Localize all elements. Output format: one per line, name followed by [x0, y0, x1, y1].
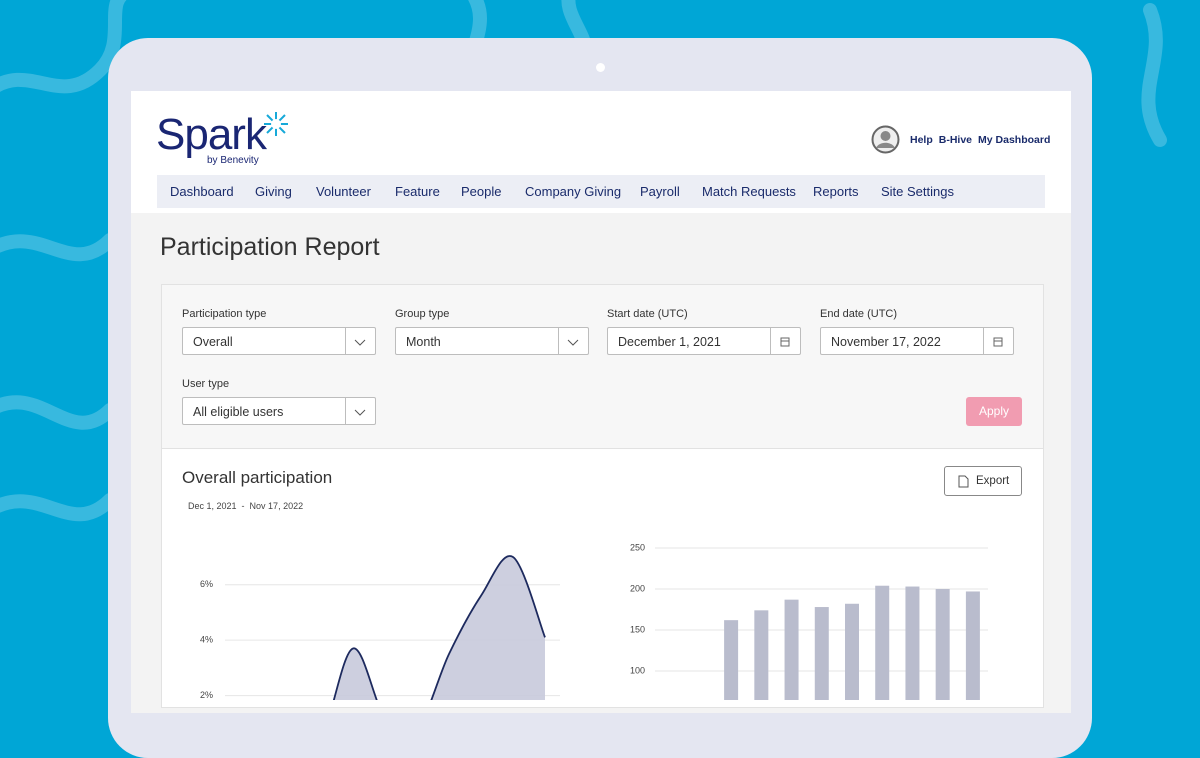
- dropdown[interactable]: Month: [395, 327, 589, 355]
- separator: -: [241, 501, 245, 511]
- y-tick-label: 200: [630, 583, 645, 593]
- date-input[interactable]: November 17, 2022: [820, 327, 1014, 355]
- page-title: Participation Report: [160, 233, 380, 261]
- bar: [814, 607, 829, 700]
- filter-label: End date (UTC): [820, 308, 898, 320]
- link[interactable]: Help: [910, 134, 933, 146]
- nav-item[interactable]: Dashboard: [170, 184, 234, 199]
- link[interactable]: My Dashboard: [978, 134, 1051, 146]
- logo-sub: by Benevity: [207, 155, 259, 166]
- date-value: November 17, 2022: [831, 335, 941, 349]
- charts: 2% 4% 6% 100 150 200 250: [200, 542, 988, 700]
- filter-label: Participation type: [182, 308, 267, 320]
- nav-item[interactable]: Site Settings: [881, 184, 954, 199]
- logo[interactable]: Spark: [156, 110, 267, 159]
- logo-star: [264, 112, 288, 136]
- nav-item[interactable]: Volunteer: [316, 184, 371, 199]
- dropdown[interactable]: All eligible users: [182, 397, 376, 425]
- chevron: [567, 339, 579, 346]
- nav-item[interactable]: Company Giving: [525, 184, 622, 199]
- y-tick-label: 100: [630, 665, 645, 675]
- nav-item[interactable]: Match Requests: [702, 184, 796, 199]
- bar: [724, 620, 739, 700]
- bar: [754, 610, 769, 700]
- y-tick-label: 2%: [200, 690, 213, 700]
- y-tick-label: 6%: [200, 579, 213, 589]
- nav-item[interactable]: Feature: [395, 184, 440, 199]
- bar: [935, 589, 950, 700]
- dropdown-value: All eligible users: [193, 405, 284, 419]
- line: [332, 555, 546, 700]
- bar: [965, 591, 980, 700]
- nav-item[interactable]: Payroll: [640, 184, 680, 199]
- chevron: [354, 409, 366, 416]
- y-tick-label: 150: [630, 624, 645, 634]
- filter-label: Group type: [395, 308, 450, 320]
- filter-label: User type: [182, 378, 230, 390]
- apply-button[interactable]: Apply: [966, 397, 1022, 426]
- calendar-icon: [993, 337, 1003, 347]
- page: Spark by Benevity Help B-Hive My Dashboard…: [0, 0, 1167, 758]
- y-tick-label: 4%: [200, 635, 213, 645]
- calendar-icon: [780, 337, 790, 347]
- y-tick-label: 250: [630, 542, 645, 552]
- date-value: December 1, 2021: [618, 335, 721, 349]
- bar: [905, 586, 920, 700]
- date-range: Dec 1, 2021- Nov 17, 2022: [188, 501, 303, 511]
- panel-title: Overall participation: [182, 468, 333, 487]
- nav-item[interactable]: People: [461, 184, 502, 199]
- export-button[interactable]: Export: [944, 466, 1022, 496]
- nav-item[interactable]: Giving: [255, 184, 292, 199]
- area: [333, 556, 545, 700]
- dropdown-value: Month: [406, 335, 441, 349]
- date: Dec 1, 2021: [188, 501, 237, 511]
- dropdown[interactable]: Overall: [182, 327, 376, 355]
- bar: [784, 599, 799, 700]
- header-links: Help B-Hive My Dashboard: [910, 134, 1050, 146]
- bar: [875, 585, 890, 700]
- file-icon: [958, 475, 969, 488]
- bar: [845, 603, 859, 700]
- date-input[interactable]: December 1, 2021: [607, 327, 801, 355]
- export-label: Export: [976, 475, 1010, 487]
- chevron: [354, 339, 366, 346]
- nav-bar: [157, 175, 1045, 208]
- link[interactable]: B-Hive: [938, 134, 973, 146]
- camera: [596, 63, 605, 72]
- filter-label: Start date (UTC): [607, 308, 688, 320]
- avatar[interactable]: [871, 125, 900, 154]
- dropdown-value: Overall: [193, 335, 233, 349]
- nav-item[interactable]: Reports: [813, 184, 859, 199]
- date: Nov 17, 2022: [249, 501, 304, 511]
